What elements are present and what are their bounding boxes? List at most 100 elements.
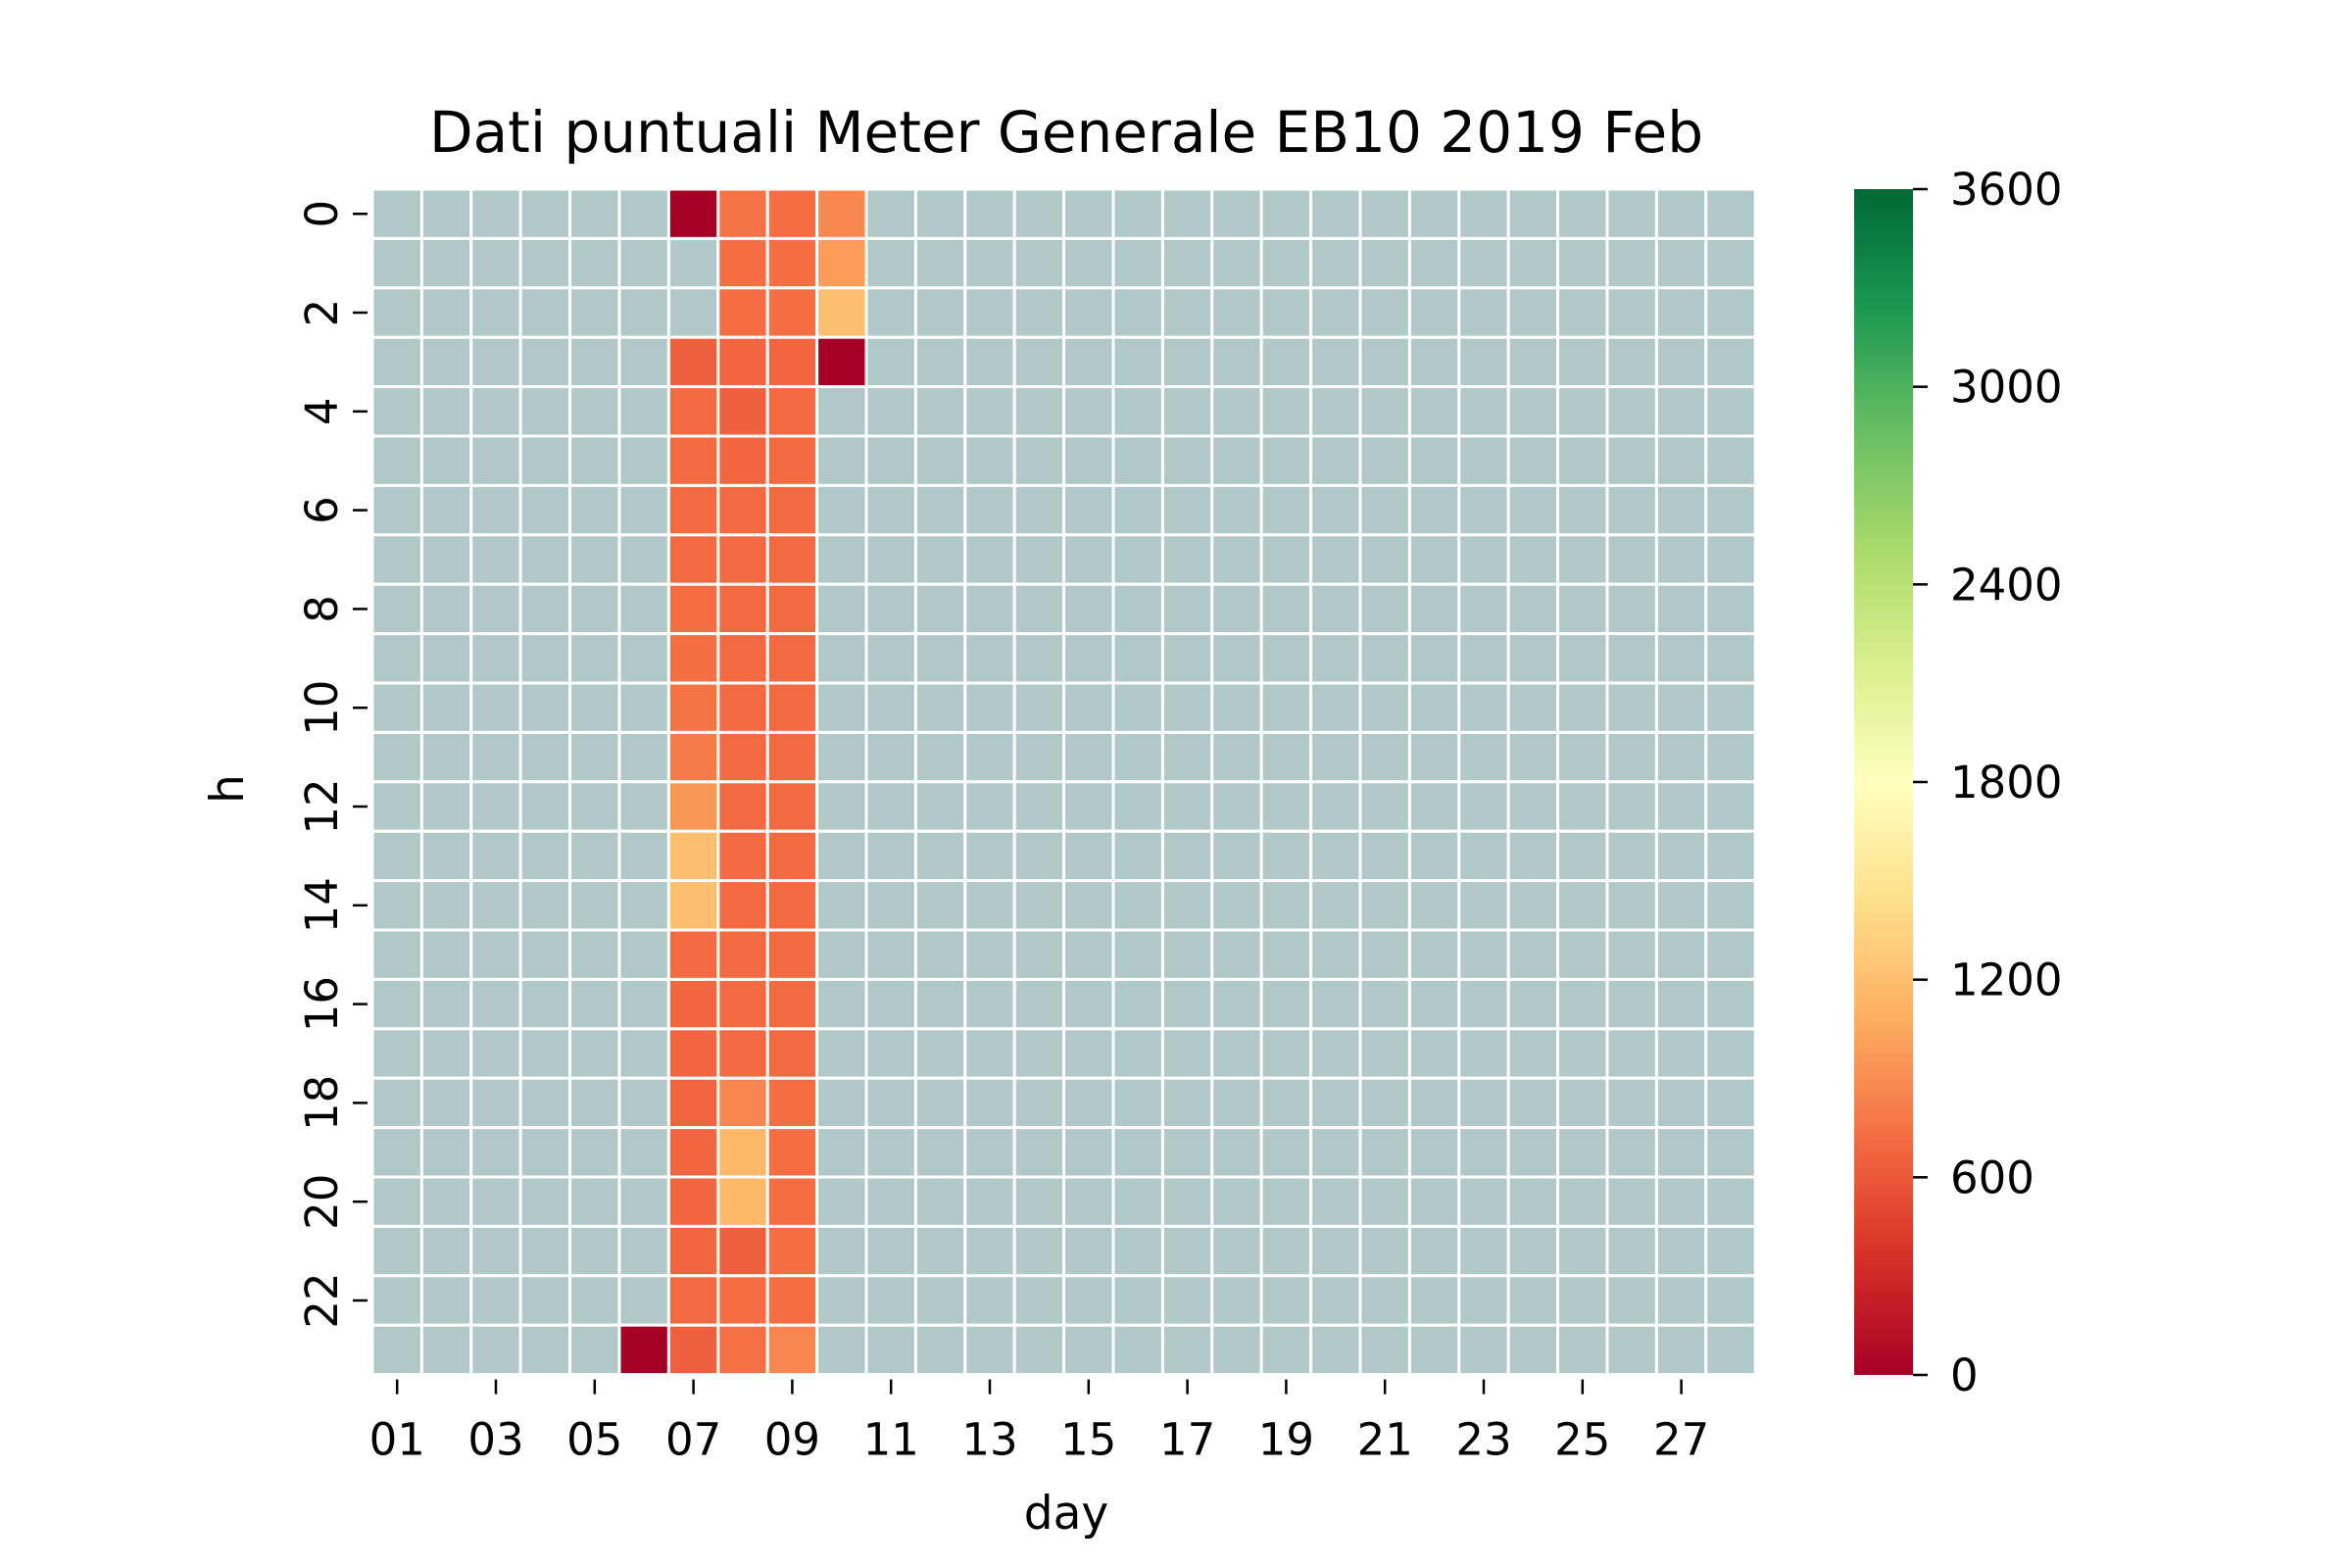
heatmap-cell [1407, 582, 1461, 636]
heatmap-cell [419, 632, 473, 685]
heatmap-cell [913, 187, 967, 240]
heatmap-cell [1012, 829, 1066, 883]
heatmap-cell [1160, 385, 1214, 438]
heatmap-cell [913, 533, 967, 586]
heatmap-cell [469, 681, 522, 734]
heatmap-cell [1704, 879, 1757, 932]
heatmap-cell [1160, 829, 1214, 883]
heatmap-cell [1210, 879, 1263, 932]
heatmap-cell [1605, 582, 1658, 636]
heatmap-cell [765, 582, 819, 636]
heatmap-cell [1704, 780, 1757, 833]
heatmap-cell [815, 533, 868, 586]
heatmap-cell [1506, 1076, 1560, 1130]
heatmap-cell [518, 1027, 572, 1080]
heatmap-cell [1012, 483, 1066, 537]
heatmap-cell [864, 829, 917, 883]
heatmap-cell [370, 1126, 423, 1179]
heatmap-cell [1407, 1175, 1461, 1228]
colorbar-tick-label: 600 [1950, 1152, 2034, 1203]
heatmap-cell [370, 1224, 423, 1278]
heatmap-cell [1704, 681, 1757, 734]
heatmap-cell [1654, 730, 1708, 784]
heatmap-cell [1556, 1076, 1609, 1130]
heatmap-cell [617, 236, 670, 290]
heatmap-cell [815, 1224, 868, 1278]
heatmap-cell [864, 632, 917, 685]
heatmap-cell [1654, 1175, 1708, 1228]
heatmap-cell [469, 1126, 522, 1179]
heatmap-cell [568, 977, 621, 1031]
heatmap-cell [518, 187, 572, 240]
heatmap-cell [1012, 434, 1066, 487]
heatmap-cell [617, 582, 670, 636]
heatmap-cell [617, 335, 670, 389]
heatmap-cell [1012, 1076, 1066, 1130]
heatmap-cell [1358, 879, 1411, 932]
heatmap-cell [1012, 582, 1066, 636]
heatmap-cell [1210, 1323, 1263, 1377]
heatmap-cell [1654, 434, 1708, 487]
heatmap-cell [1358, 187, 1411, 240]
heatmap-cell [1605, 533, 1658, 586]
heatmap-cell [666, 582, 720, 636]
heatmap-cell [1259, 1274, 1313, 1327]
heatmap-cell [617, 1274, 670, 1327]
heatmap-cell [1160, 780, 1214, 833]
heatmap-cell [518, 236, 572, 290]
heatmap-cell [617, 483, 670, 537]
heatmap-cell [1012, 1274, 1066, 1327]
heatmap-cell [1654, 187, 1708, 240]
heatmap-cell [666, 1126, 720, 1179]
heatmap-cell [1012, 632, 1066, 685]
heatmap-cell [864, 1224, 917, 1278]
heatmap-cell [1556, 1224, 1609, 1278]
heatmap-cell [419, 286, 473, 339]
colorbar [1854, 189, 1913, 1375]
heatmap-cell [765, 1126, 819, 1179]
heatmap-cell [1654, 1274, 1708, 1327]
heatmap-cell [1160, 730, 1214, 784]
heatmap-cell [1704, 187, 1757, 240]
heatmap-cell [1556, 582, 1609, 636]
heatmap-cell [1556, 236, 1609, 290]
heatmap-cell [1012, 1224, 1066, 1278]
heatmap-cell [1556, 483, 1609, 537]
heatmap-cell [370, 730, 423, 784]
heatmap-cell [1654, 1076, 1708, 1130]
heatmap-cell [617, 928, 670, 981]
heatmap-cell [716, 385, 769, 438]
heatmap-cell [617, 1323, 670, 1377]
heatmap-cell [370, 1323, 423, 1377]
heatmap-cell [1309, 1323, 1362, 1377]
heatmap-cell [370, 829, 423, 883]
heatmap-cell [370, 385, 423, 438]
heatmap-cell [1309, 582, 1362, 636]
heatmap-cell [716, 632, 769, 685]
heatmap-cell [716, 1126, 769, 1179]
heatmap-cell [1062, 434, 1115, 487]
heatmap-cell [666, 681, 720, 734]
heatmap-cell [568, 335, 621, 389]
heatmap-cell [1012, 187, 1066, 240]
heatmap-cell [815, 335, 868, 389]
heatmap-cell [518, 286, 572, 339]
heatmap-cell [568, 632, 621, 685]
heatmap-cell [1506, 780, 1560, 833]
heatmap-cell [765, 187, 819, 240]
heatmap-cell [1556, 681, 1609, 734]
heatmap-cell [1704, 385, 1757, 438]
heatmap-cell [1407, 335, 1461, 389]
heatmap-cell [1309, 1076, 1362, 1130]
heatmap-cell [1309, 780, 1362, 833]
y-tick-label: 10 [296, 680, 348, 736]
heatmap-cell [419, 1027, 473, 1080]
heatmap-cell [568, 1126, 621, 1179]
heatmap-cell [1556, 385, 1609, 438]
heatmap-cell [1259, 1175, 1313, 1228]
heatmap-cell [1654, 286, 1708, 339]
heatmap-cell [1111, 780, 1164, 833]
heatmap-cell [815, 582, 868, 636]
heatmap-cell [815, 286, 868, 339]
heatmap-cell [568, 1175, 621, 1228]
